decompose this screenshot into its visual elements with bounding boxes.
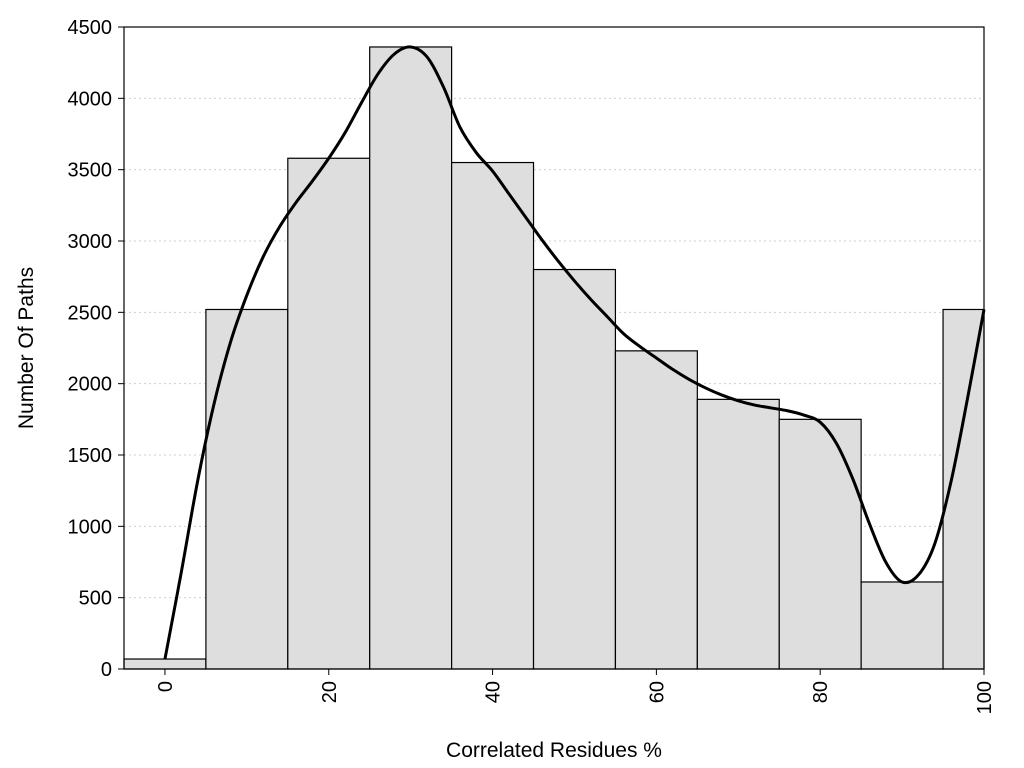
y-tick-label: 4500 [68, 17, 113, 39]
histogram-bar [123, 658, 207, 670]
plot-frame [123, 26, 985, 670]
y-tick-label: 2000 [68, 374, 113, 396]
y-tick-label: 3500 [68, 160, 113, 182]
y-tick-label: 1500 [68, 445, 113, 467]
x-axis-title: Correlated Residues % [446, 739, 662, 762]
density-curve [163, 45, 986, 660]
histogram-bar [451, 161, 535, 670]
histogram-bar [205, 308, 289, 670]
curve-layer [163, 45, 986, 660]
histogram-bar [369, 46, 453, 670]
y-tick-label: 1000 [68, 516, 113, 538]
y-axis-title: Number Of Paths [15, 267, 38, 429]
histogram-bar [614, 350, 698, 670]
bar-layer [123, 46, 985, 670]
histogram-bar [696, 398, 780, 670]
x-tick-label: 40 [483, 681, 505, 703]
x-tick-label: 80 [810, 681, 832, 703]
x-tick-label: 100 [974, 681, 996, 714]
histogram-bar [287, 157, 371, 670]
y-tick-label: 500 [79, 588, 112, 610]
x-axis: 0 20 40 60 80 100 [155, 669, 996, 714]
y-tick-label: 0 [101, 659, 112, 681]
y-tick-label: 3000 [68, 231, 113, 253]
x-tick-label: 0 [155, 681, 177, 692]
histogram-bar [860, 581, 944, 670]
histogram-bar [532, 268, 617, 670]
y-tick-label: 4000 [68, 88, 113, 110]
x-tick-label: 20 [319, 681, 341, 703]
y-tick-label: 2500 [68, 302, 113, 324]
x-tick-label: 60 [646, 681, 668, 703]
histogram-bar [778, 418, 862, 670]
y-axis: 0 500 1000 1500 2000 2500 3000 3500 4000 4500 [68, 17, 124, 681]
